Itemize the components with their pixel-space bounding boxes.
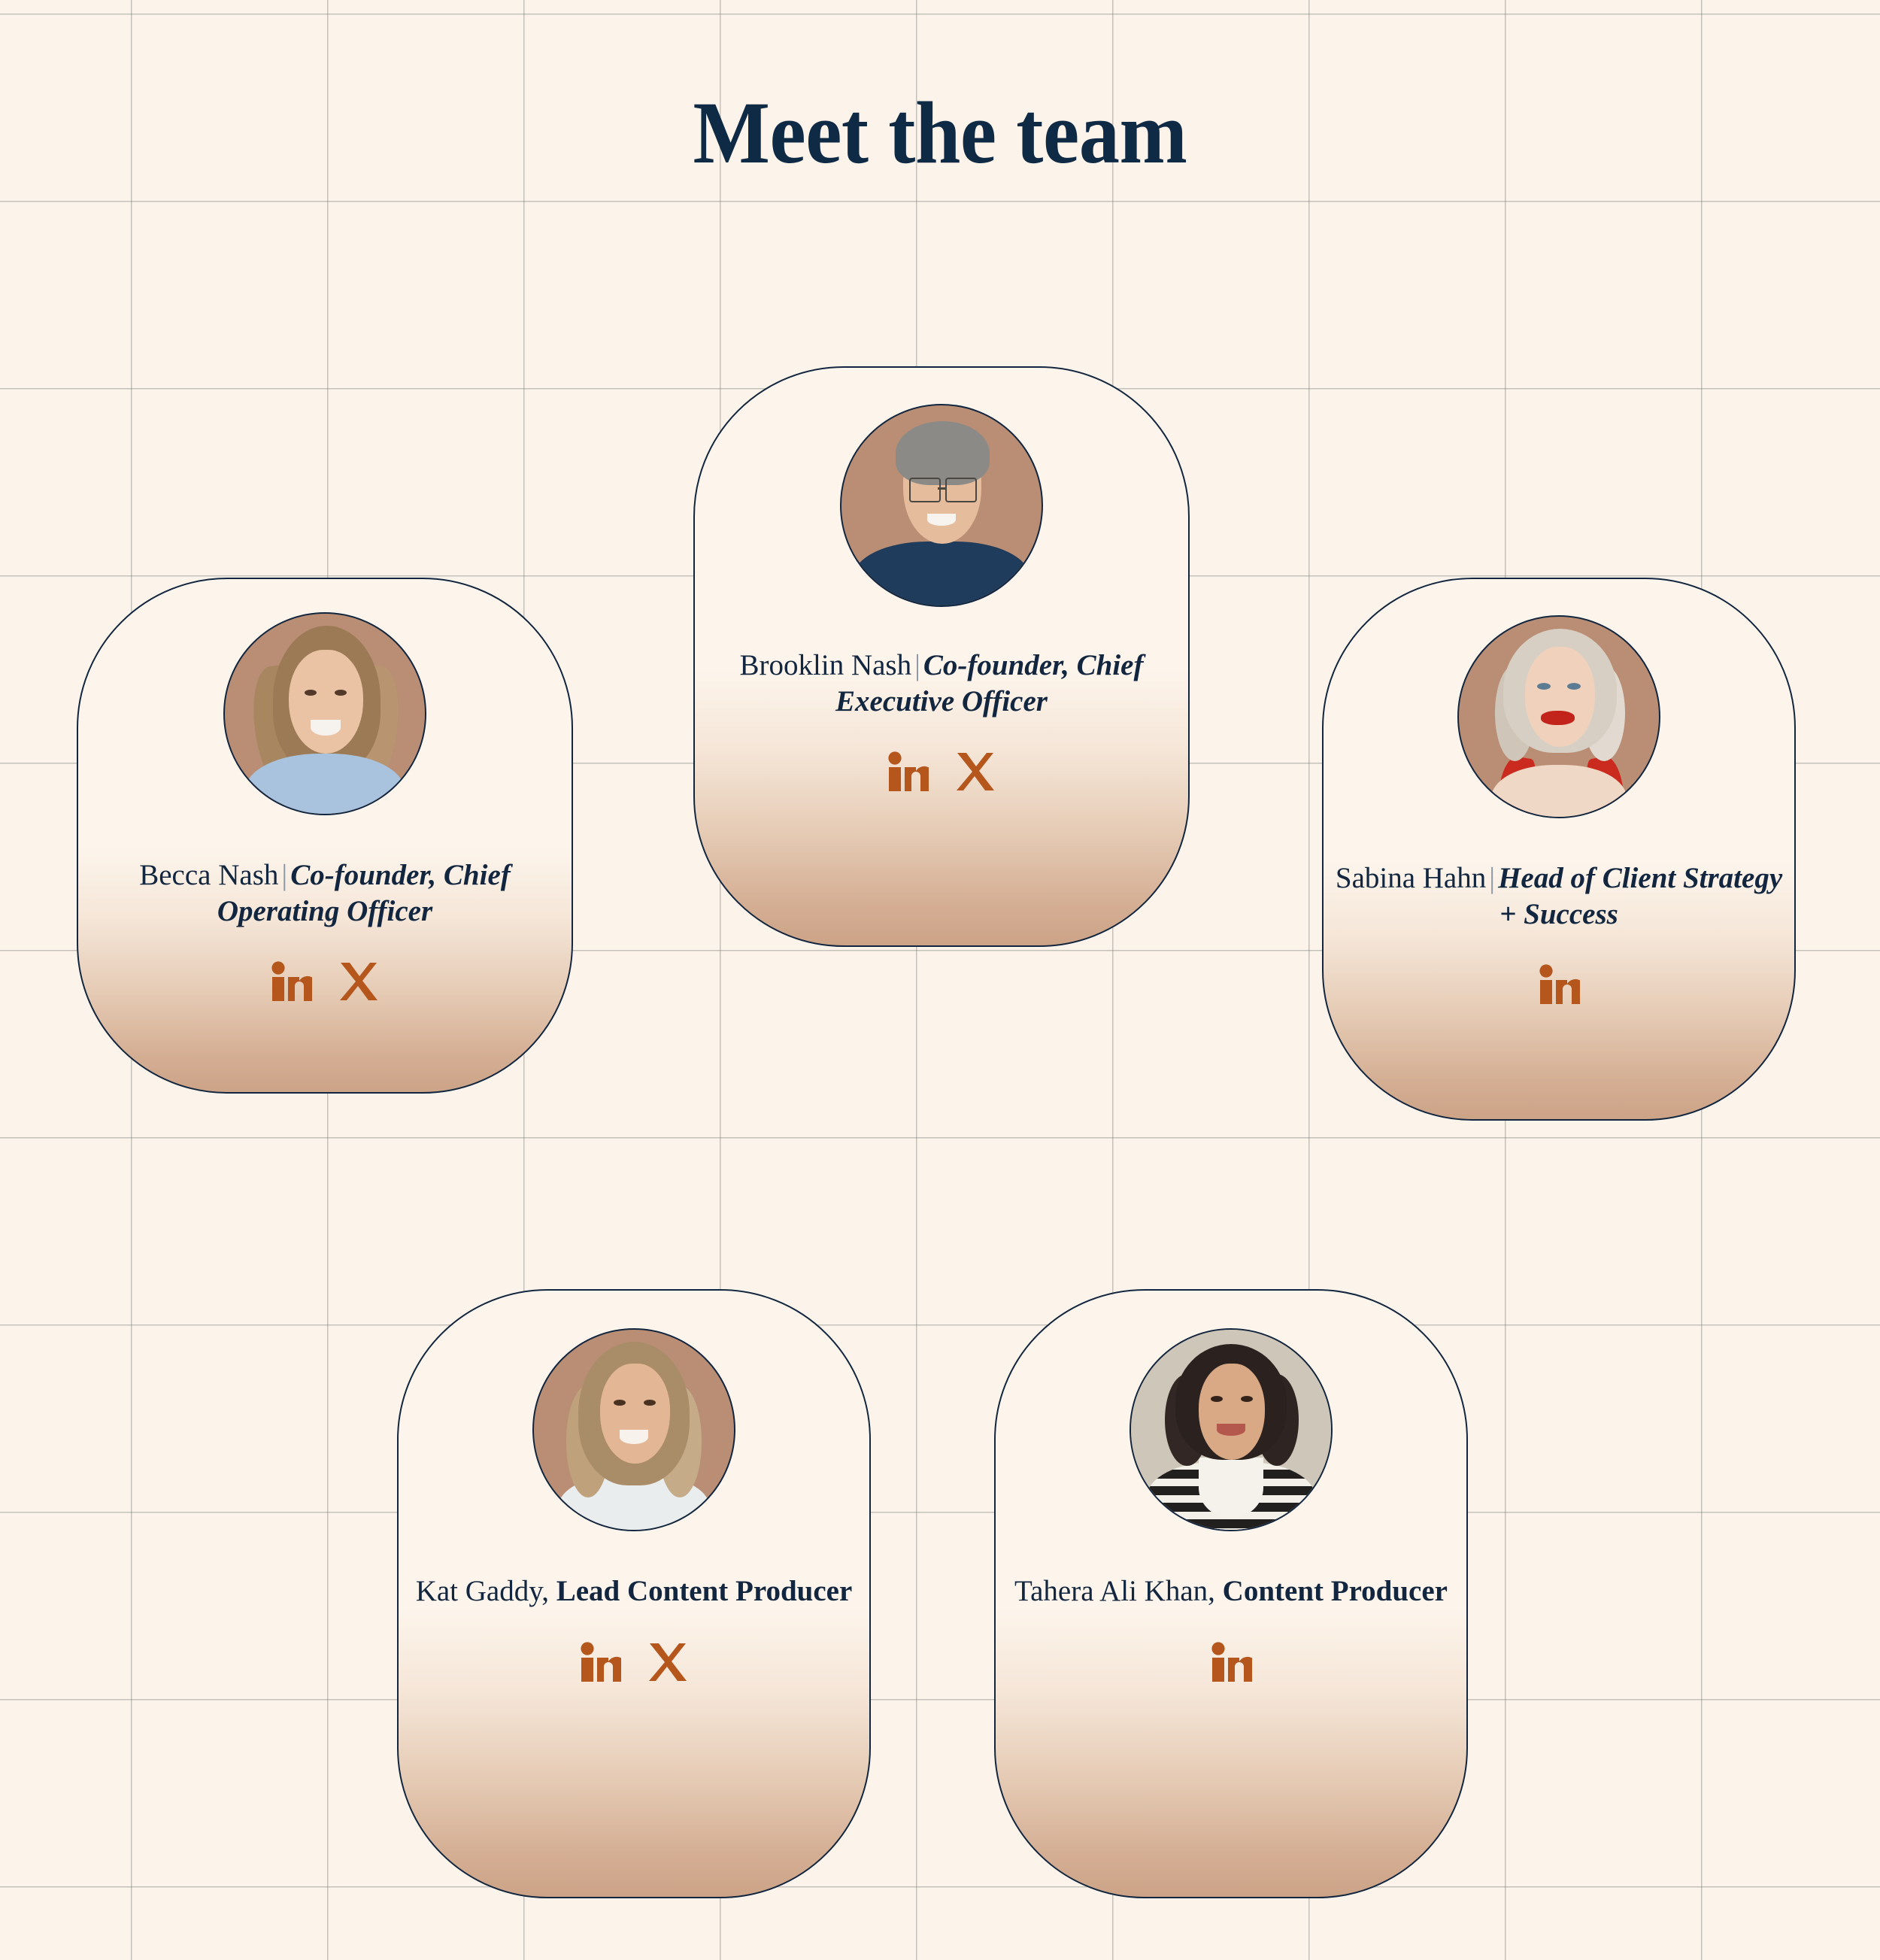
social-links-kat bbox=[579, 1641, 689, 1683]
avatar-becca bbox=[223, 612, 426, 815]
linkedin-icon[interactable] bbox=[1538, 963, 1580, 1006]
avatar-brooklin bbox=[840, 404, 1043, 607]
linkedin-icon[interactable] bbox=[887, 751, 929, 793]
person-line-becca: Becca Nash | Co-founder, Chief Operating O… bbox=[78, 857, 572, 929]
x-icon[interactable] bbox=[954, 751, 996, 793]
person-role: Co-founder, Chief Executive Officer bbox=[835, 649, 1144, 718]
social-links-tahera bbox=[1210, 1641, 1252, 1683]
social-links-sabina bbox=[1538, 963, 1580, 1006]
person-line-sabina: Sabina Hahn | Head of Client Strategy + Su… bbox=[1324, 860, 1794, 932]
portrait-becca bbox=[225, 614, 425, 814]
portrait-kat bbox=[534, 1330, 734, 1530]
portrait-brooklin bbox=[841, 405, 1042, 605]
team-card-tahera[interactable]: Tahera Ali Khan, Content Producer bbox=[994, 1289, 1468, 1898]
team-card-sabina[interactable]: Sabina Hahn | Head of Client Strategy + Su… bbox=[1322, 578, 1796, 1121]
social-links-becca bbox=[270, 960, 380, 1003]
portrait-sabina bbox=[1459, 617, 1659, 817]
avatar-tahera bbox=[1130, 1328, 1333, 1531]
avatar-sabina bbox=[1457, 615, 1660, 818]
social-links-brooklin bbox=[887, 751, 996, 793]
x-icon[interactable] bbox=[338, 960, 380, 1003]
name-role-separator: | bbox=[1489, 862, 1496, 894]
person-role: Lead Content Producer bbox=[556, 1575, 853, 1607]
team-card-becca[interactable]: Becca Nash | Co-founder, Chief Operating O… bbox=[77, 578, 573, 1094]
page-title: Meet the team bbox=[693, 83, 1187, 183]
linkedin-icon[interactable] bbox=[579, 1641, 621, 1683]
x-icon[interactable] bbox=[647, 1641, 689, 1683]
person-name: Tahera Ali Khan, bbox=[1014, 1575, 1215, 1607]
person-line-kat: Kat Gaddy, Lead Content Producer bbox=[405, 1573, 863, 1610]
person-name: Sabina Hahn bbox=[1335, 862, 1487, 894]
name-role-separator: | bbox=[914, 649, 920, 681]
team-card-kat[interactable]: Kat Gaddy, Lead Content Producer bbox=[397, 1289, 871, 1898]
person-line-tahera: Tahera Ali Khan, Content Producer bbox=[1004, 1573, 1458, 1610]
avatar-kat bbox=[532, 1328, 735, 1531]
person-role: Co-founder, Chief Operating Officer bbox=[217, 859, 511, 927]
person-role: Head of Client Strategy + Success bbox=[1498, 862, 1783, 930]
person-name: Becca Nash bbox=[139, 859, 279, 891]
portrait-tahera bbox=[1131, 1330, 1331, 1530]
team-card-brooklin[interactable]: Brooklin Nash | Co-founder, Chief Executiv… bbox=[693, 366, 1190, 947]
person-line-brooklin: Brooklin Nash | Co-founder, Chief Executiv… bbox=[695, 648, 1188, 719]
linkedin-icon[interactable] bbox=[270, 960, 312, 1003]
name-role-separator: | bbox=[281, 859, 288, 891]
person-name: Kat Gaddy, bbox=[415, 1575, 549, 1607]
person-role: Content Producer bbox=[1222, 1575, 1448, 1607]
person-name: Brooklin Nash bbox=[739, 649, 912, 681]
linkedin-icon[interactable] bbox=[1210, 1641, 1252, 1683]
